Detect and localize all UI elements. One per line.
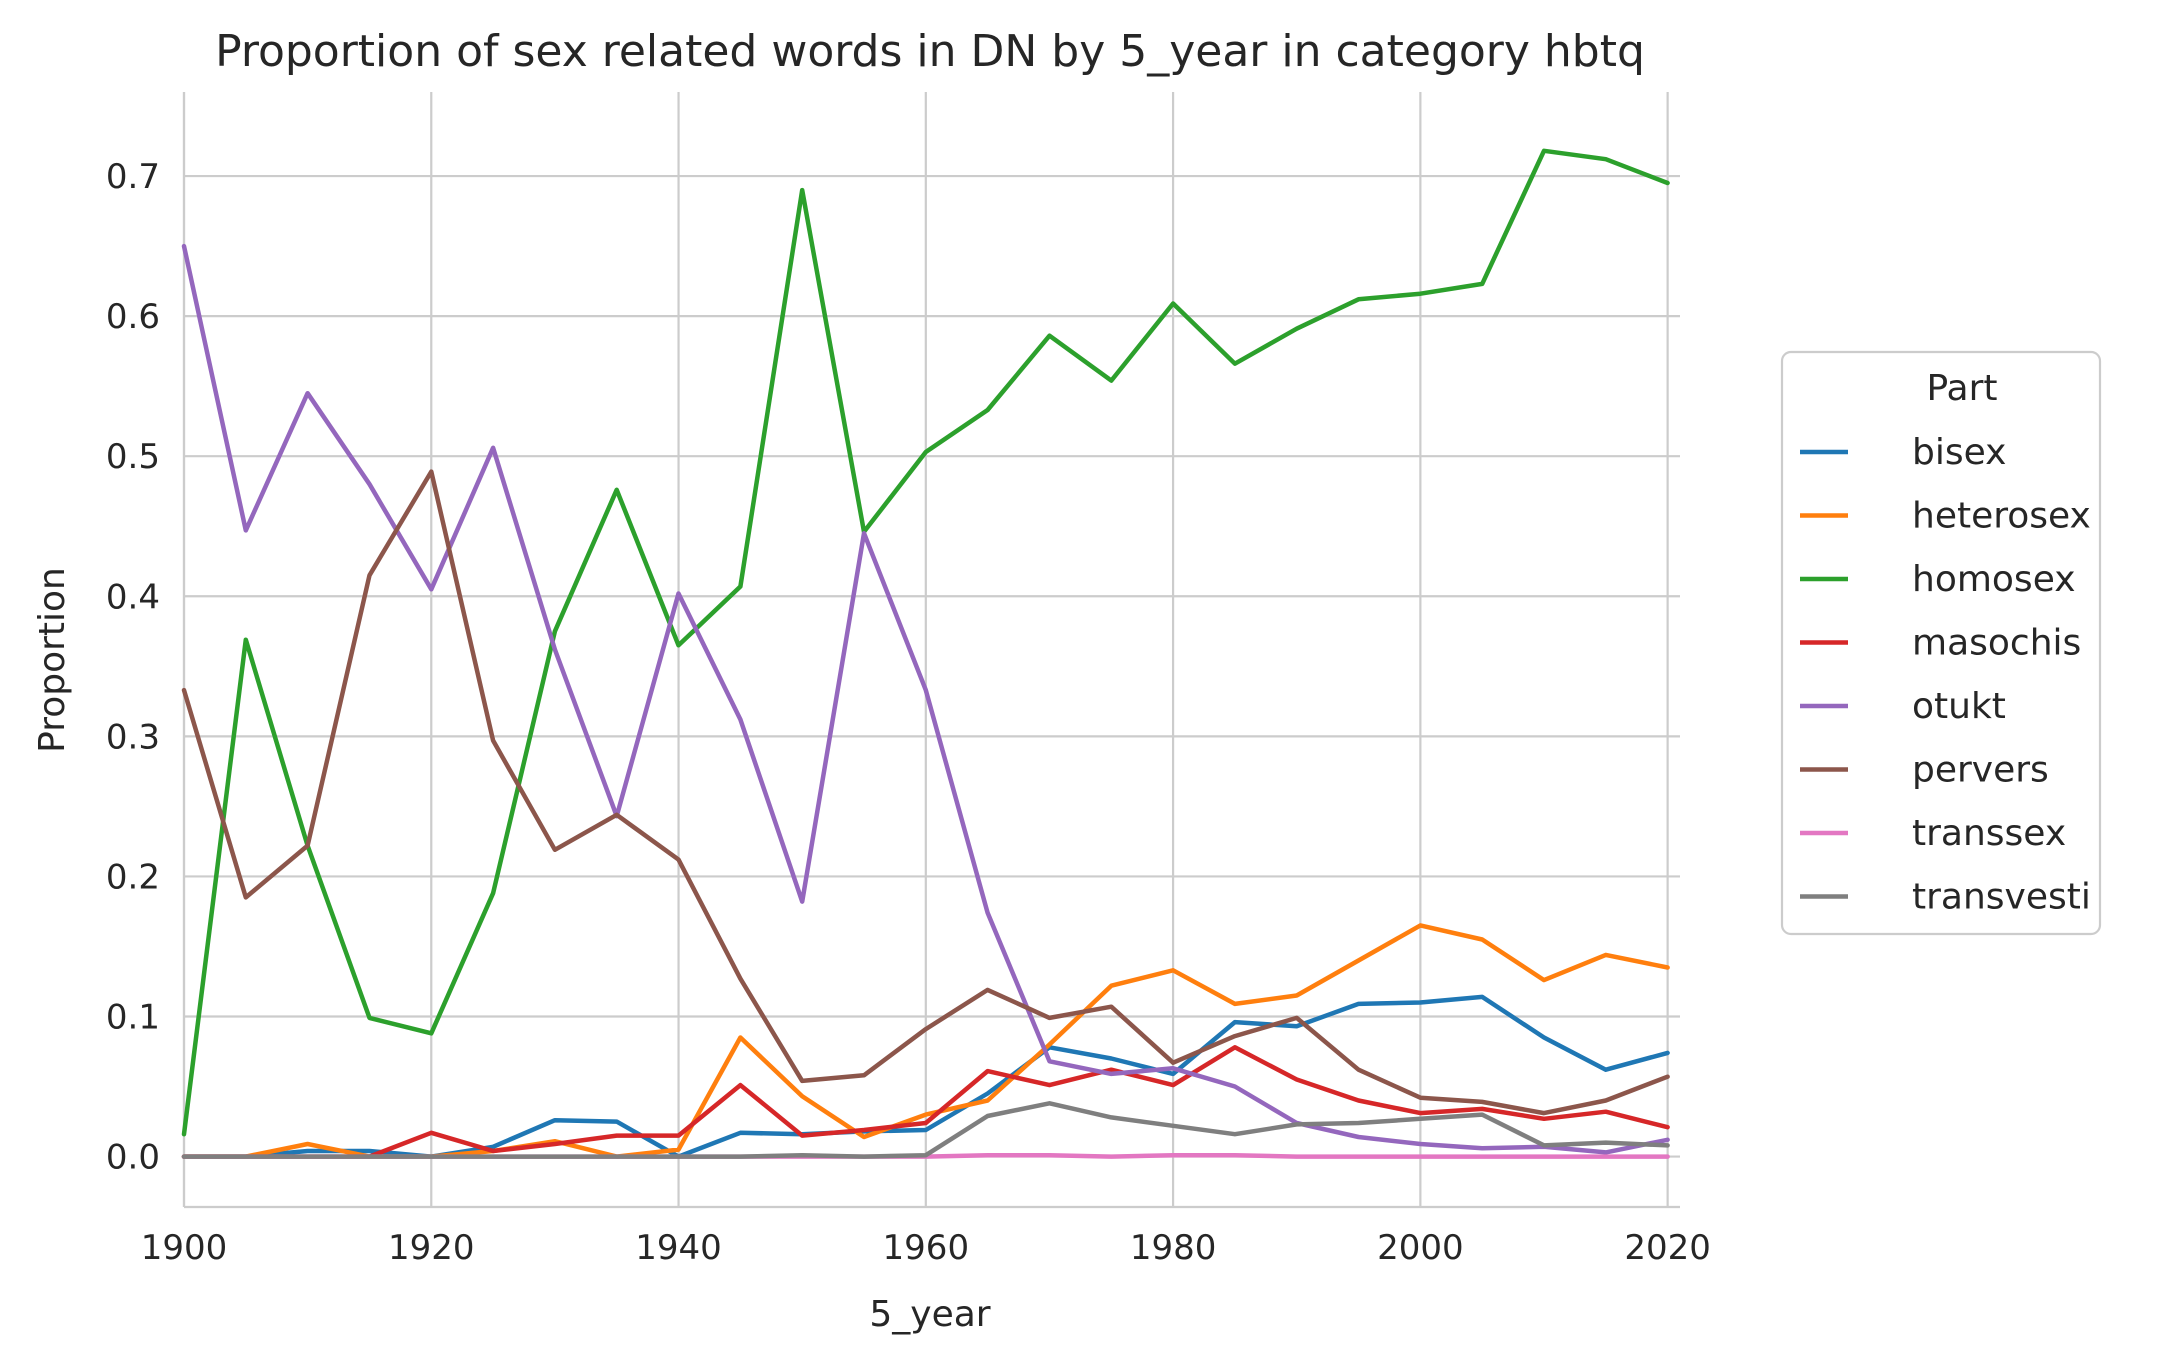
legend-title: Part: [1926, 368, 1997, 409]
x-axis-label: 5_year: [869, 1294, 990, 1335]
y-gridlines: [184, 174, 1680, 1158]
legend-label-transvesti: transvesti: [1912, 877, 2091, 918]
x-gridlines: [182, 92, 1669, 1207]
y-tick-label: 0.6: [106, 297, 160, 337]
series-line-masochis: [181, 1045, 1670, 1159]
x-tick-label: 1940: [635, 1228, 722, 1268]
legend-label-masochis: masochis: [1912, 623, 2081, 664]
y-tick-label: 0.2: [106, 857, 160, 897]
x-tick-label: 1980: [1130, 1228, 1217, 1268]
series-line-homosex: [181, 148, 1670, 1137]
y-tick-label: 0.0: [106, 1138, 160, 1178]
axis-spines: [182, 92, 1680, 1209]
y-tick-label: 0.1: [106, 997, 160, 1037]
legend-label-heterosex: heterosex: [1912, 496, 2091, 537]
x-tick-label: 2020: [1624, 1228, 1711, 1268]
legend-label-transsex: transsex: [1912, 813, 2066, 854]
legend-label-pervers: pervers: [1912, 750, 2049, 791]
x-tick-label: 1960: [883, 1228, 970, 1268]
chart-title: Proportion of sex related words in DN by…: [215, 26, 1645, 77]
series-lines: [181, 148, 1670, 1159]
series-line-transvesti: [181, 1101, 1670, 1159]
x-tick-label: 1900: [141, 1228, 228, 1268]
y-tick-label: 0.3: [106, 717, 160, 757]
series-line-otukt: [181, 243, 1670, 1155]
legend-label-otukt: otukt: [1912, 686, 2006, 727]
x-tick-label: 2000: [1377, 1228, 1464, 1268]
legend-label-bisex: bisex: [1912, 432, 2006, 473]
x-tick-labels: 1900 1920 1940 1960 1980 2000 2020: [141, 1228, 1711, 1268]
y-tick-label: 0.7: [106, 157, 160, 197]
legend-label-homosex: homosex: [1912, 559, 2076, 600]
y-axis-label: Proportion: [32, 567, 73, 753]
series-line-pervers: [181, 469, 1670, 1116]
legend-frame: [1780, 350, 2102, 936]
legend: Part bisex heterosex homosex masochis otukt p…: [1780, 350, 2102, 936]
y-tick-label: 0.5: [106, 437, 160, 477]
x-tick-label: 1920: [388, 1228, 475, 1268]
y-tick-label: 0.4: [106, 577, 160, 617]
y-tick-labels: 0.0 0.1 0.2 0.3 0.4 0.5 0.6 0.7: [106, 157, 160, 1178]
